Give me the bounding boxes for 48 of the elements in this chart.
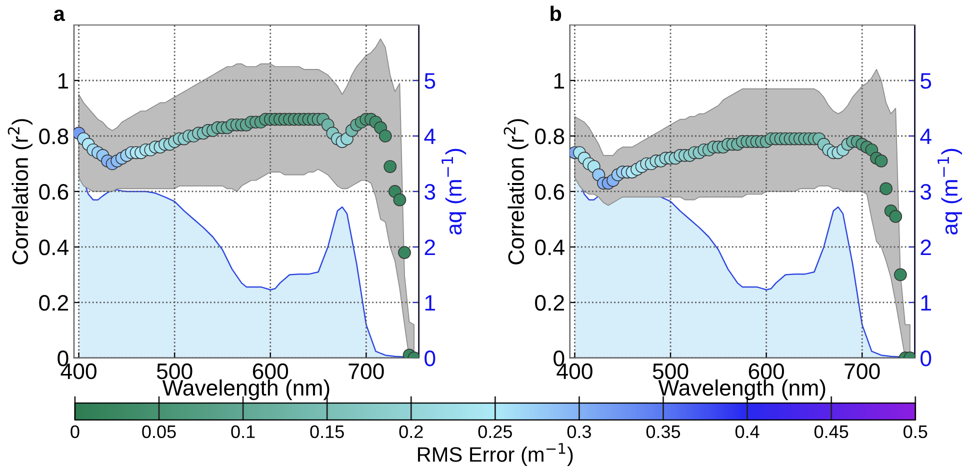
chart-title: a	[54, 10, 66, 22]
y2-tick-label: 0	[424, 350, 436, 366]
x-tick-label: 600	[252, 363, 288, 380]
color-bar-label: 0.45	[814, 425, 848, 438]
y-tick-label: 0.4	[39, 240, 68, 256]
y-tick-label: 0.6	[535, 184, 564, 200]
y-tick-label: 1	[554, 73, 564, 89]
color-bar-label: 0.2	[399, 425, 423, 438]
color-bar-label: 0.25	[478, 425, 512, 438]
y2-tick-label: 4	[424, 128, 436, 144]
y-axis-title: Correlation (r$^{2}$)	[504, 119, 528, 264]
x-tick-label: 500	[156, 363, 192, 380]
x-tick-label: 700	[348, 363, 384, 380]
y2-axis-title: aq (m$^{−1}$)	[938, 148, 962, 235]
y-tick-label: 1	[58, 73, 68, 89]
y2-tick-label: 2	[424, 240, 435, 256]
y-axis-title: Correlation (r$^{2}$)	[8, 119, 32, 264]
color-bar-label: 0.5	[904, 425, 928, 438]
y2-tick-label: 1	[921, 295, 931, 311]
color-bar-title: RMS Error (m$^{−1}$)	[418, 443, 573, 466]
y2-tick-label: 5	[920, 73, 932, 89]
x-axis-title: Wavelength (nm)	[162, 379, 330, 400]
y2-tick-label: 0	[920, 350, 932, 366]
color-bar-label: 0.3	[567, 425, 591, 438]
x-tick-label: 500	[652, 363, 688, 380]
color-bar-label: 0.4	[735, 425, 760, 438]
x-tick-label: 700	[844, 363, 880, 380]
color-bar-label: 0	[70, 425, 80, 438]
y2-tick-label: 3	[424, 184, 436, 200]
chart-title: b	[550, 6, 562, 22]
y-tick-label: 0.8	[535, 128, 564, 144]
y2-tick-label: 1	[425, 295, 435, 311]
y-tick-label: 0.6	[39, 184, 68, 200]
x-tick-label: 600	[748, 363, 784, 380]
color-bar-label: 0.15	[310, 425, 344, 438]
y2-tick-label: 2	[920, 240, 931, 256]
y2-tick-label: 3	[920, 184, 932, 200]
y-tick-label: 0.8	[39, 128, 68, 144]
x-axis-title: Wavelength (nm)	[658, 379, 826, 400]
y2-tick-label: 4	[920, 128, 932, 144]
y2-tick-label: 5	[424, 73, 436, 89]
color-bar-label: 0.05	[142, 425, 176, 438]
color-bar-label: 0.1	[231, 425, 255, 438]
y-tick-label: 0.2	[535, 295, 564, 311]
y-tick-label: 0.2	[39, 295, 68, 311]
color-bar-label: 0.35	[646, 425, 680, 438]
y-tick-label: 0.4	[535, 240, 564, 256]
y2-axis-title: aq (m$^{−1}$)	[442, 148, 466, 235]
